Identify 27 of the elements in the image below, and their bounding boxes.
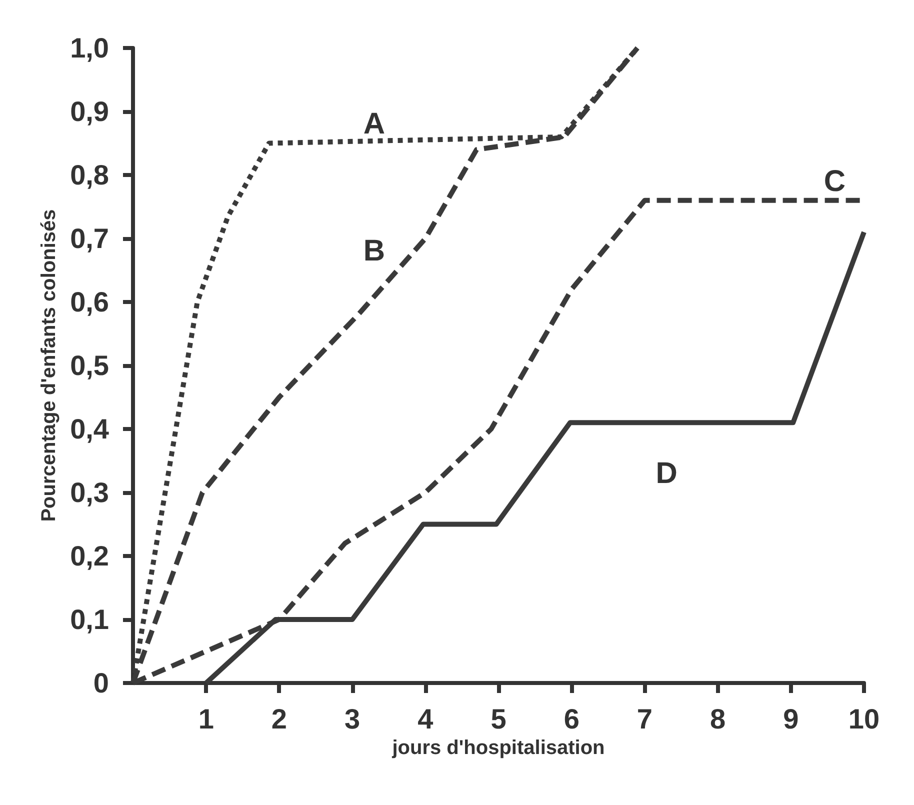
- series-label: A: [363, 108, 386, 141]
- y-tick-label: 0: [93, 668, 109, 698]
- x-tick-label: 8: [710, 704, 726, 734]
- x-tick-label: 3: [344, 704, 360, 734]
- series-label: B: [363, 234, 386, 268]
- y-tick-label: 0,7: [70, 223, 109, 254]
- y-tick-label: 0,5: [70, 350, 109, 381]
- x-tick-label: 5: [490, 704, 506, 734]
- y-tick-label: 0,6: [70, 286, 109, 318]
- x-tick-label: 6: [564, 704, 580, 734]
- x-tick-label: 4: [418, 704, 434, 734]
- x-tick-label: 1: [198, 704, 214, 734]
- y-tick-label: 0,4: [70, 414, 110, 444]
- y-tick-label: 0,9: [70, 96, 109, 127]
- y-axis-title: Pourcentage d'enfants colonisés: [38, 209, 60, 522]
- x-tick-label: 10: [848, 704, 880, 734]
- y-tick-label: 0,8: [70, 160, 109, 190]
- y-tick-label: 0,3: [70, 477, 109, 508]
- y-tick-label: 0,1: [70, 604, 109, 635]
- y-tick-label: 1,0: [70, 32, 109, 64]
- series-label: C: [824, 164, 846, 198]
- y-tick-label: 0,2: [70, 540, 109, 572]
- x-tick-label: 2: [271, 704, 287, 734]
- x-tick-label: 7: [636, 704, 652, 734]
- x-axis-title: jours d'hospitalisation: [391, 736, 605, 759]
- x-tick-label: 9: [783, 704, 799, 734]
- series-label: D: [656, 456, 678, 490]
